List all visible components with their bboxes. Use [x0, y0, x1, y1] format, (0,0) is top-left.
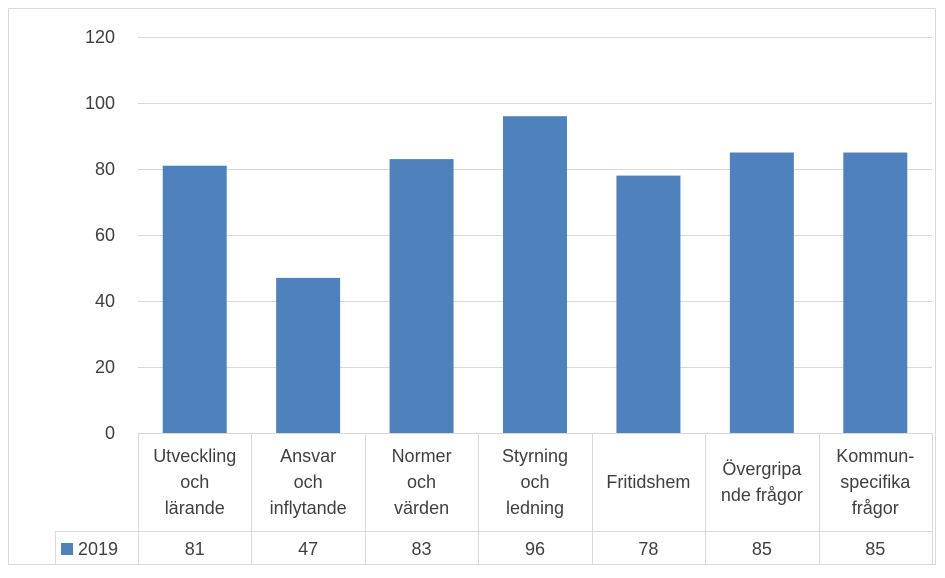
category-label: ledning — [506, 498, 564, 518]
data-label: 81 — [185, 539, 205, 559]
bar — [389, 159, 454, 433]
category-label: Utveckling — [153, 446, 236, 466]
category-label: inflytande — [270, 498, 347, 518]
category-label: och — [407, 472, 436, 492]
category-label: Kommun- — [836, 446, 914, 466]
data-label: 47 — [298, 539, 318, 559]
category-label: Normer — [392, 446, 452, 466]
category-label: och — [180, 472, 209, 492]
bar — [162, 165, 227, 433]
y-tick-label: 120 — [85, 27, 115, 47]
category-label: Ansvar — [280, 446, 336, 466]
y-axis: 0 20 40 60 80 100 120 — [85, 27, 115, 443]
category-label: värden — [394, 498, 449, 518]
category-label: Fritidshem — [606, 472, 690, 492]
y-tick-label: 60 — [95, 225, 115, 245]
category-label: frågor — [852, 498, 899, 518]
y-tick-label: 80 — [95, 159, 115, 179]
category-label: nde frågor — [721, 485, 803, 505]
bar — [616, 175, 681, 433]
data-label: 85 — [865, 539, 885, 559]
bar — [729, 152, 794, 433]
bar — [503, 116, 567, 433]
y-tick-label: 20 — [95, 357, 115, 377]
category-label: och — [294, 472, 323, 492]
bars — [162, 116, 908, 433]
category-label: Övergripa — [722, 459, 802, 479]
category-label: Styrning — [502, 446, 568, 466]
y-tick-label: 100 — [85, 93, 115, 113]
chart-border — [8, 8, 936, 565]
data-label: 83 — [412, 539, 432, 559]
y-tick-label: 0 — [105, 423, 115, 443]
data-table: Utveckling och lärande Ansvar och inflytande N… — [55, 433, 933, 565]
legend-swatch — [61, 543, 73, 555]
data-label: 85 — [752, 539, 772, 559]
bar — [843, 152, 908, 433]
category-label: och — [520, 472, 549, 492]
bar — [276, 277, 341, 433]
category-label: specifika — [840, 472, 911, 492]
data-label: 78 — [638, 539, 658, 559]
category-label: lärande — [165, 498, 225, 518]
y-tick-label: 40 — [95, 291, 115, 311]
data-label: 96 — [525, 539, 545, 559]
legend-label: 2019 — [78, 539, 118, 559]
